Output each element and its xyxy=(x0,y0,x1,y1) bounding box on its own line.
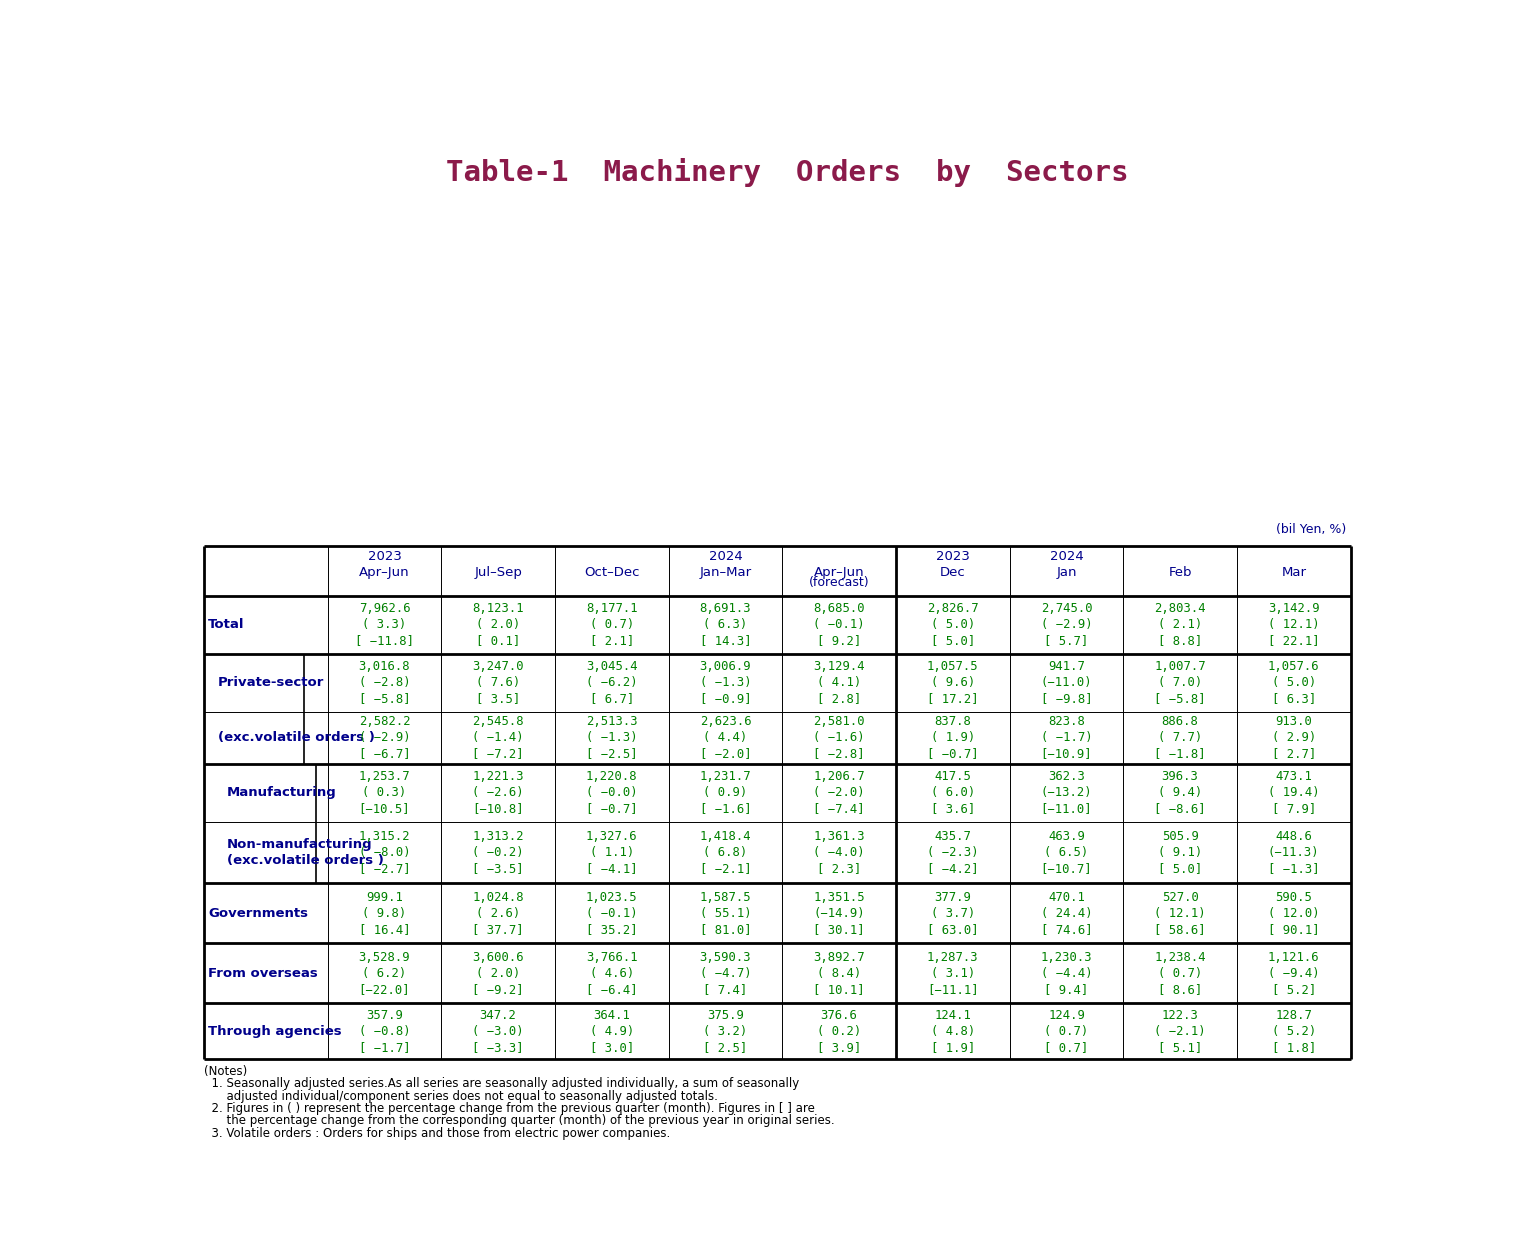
Text: Dec: Dec xyxy=(940,566,966,579)
Text: 470.1
( 24.4)
[ 74.6]: 470.1 ( 24.4) [ 74.6] xyxy=(1041,890,1092,936)
Text: 377.9
( 3.7)
[ 63.0]: 377.9 ( 3.7) [ 63.0] xyxy=(928,890,978,936)
Text: 7,962.6
( 3.3)
[ −11.8]: 7,962.6 ( 3.3) [ −11.8] xyxy=(355,603,415,647)
Text: 396.3
( 9.4)
[ −8.6]: 396.3 ( 9.4) [ −8.6] xyxy=(1155,771,1206,815)
Text: From overseas: From overseas xyxy=(209,967,318,980)
Text: 1,315.2
( −8.0)
[ −2.7]: 1,315.2 ( −8.0) [ −2.7] xyxy=(358,830,410,875)
Text: Apr–Jun: Apr–Jun xyxy=(359,566,410,579)
Text: 2,582.2
( −2.9)
[ −6.7]: 2,582.2 ( −2.9) [ −6.7] xyxy=(358,715,410,761)
Text: 3,600.6
( 2.0)
[ −9.2]: 3,600.6 ( 2.0) [ −9.2] xyxy=(472,951,524,996)
Text: 1,206.7
( −2.0)
[ −7.4]: 1,206.7 ( −2.0) [ −7.4] xyxy=(814,771,865,815)
Text: 1,238.4
( 0.7)
[ 8.6]: 1,238.4 ( 0.7) [ 8.6] xyxy=(1155,951,1206,996)
Text: 1,587.5
( 55.1)
[ 81.0]: 1,587.5 ( 55.1) [ 81.0] xyxy=(699,890,751,936)
Text: 2,545.8
( −1.4)
[ −7.2]: 2,545.8 ( −1.4) [ −7.2] xyxy=(472,715,524,761)
Text: 2. Figures in ( ) represent the percentage change from the previous quarter (mon: 2. Figures in ( ) represent the percenta… xyxy=(204,1102,814,1114)
Text: Jan: Jan xyxy=(1057,566,1077,579)
Text: 435.7
( −2.3)
[ −4.2]: 435.7 ( −2.3) [ −4.2] xyxy=(928,830,978,875)
Text: Oct–Dec: Oct–Dec xyxy=(584,566,639,579)
Text: 3,016.8
( −2.8)
[ −5.8]: 3,016.8 ( −2.8) [ −5.8] xyxy=(358,660,410,705)
Text: 2,623.6
( 4.4)
[ −2.0]: 2,623.6 ( 4.4) [ −2.0] xyxy=(699,715,751,761)
Text: 2023: 2023 xyxy=(367,550,401,563)
Text: 1,231.7
( 0.9)
[ −1.6]: 1,231.7 ( 0.9) [ −1.6] xyxy=(699,771,751,815)
Text: Governments: Governments xyxy=(209,906,309,920)
Text: 124.9
( 0.7)
[ 0.7]: 124.9 ( 0.7) [ 0.7] xyxy=(1044,1008,1089,1053)
Text: (forecast): (forecast) xyxy=(809,576,869,589)
Text: 1,287.3
( 3.1)
[−11.1]: 1,287.3 ( 3.1) [−11.1] xyxy=(928,951,978,996)
Text: 1,313.2
( −0.2)
[ −3.5]: 1,313.2 ( −0.2) [ −3.5] xyxy=(472,830,524,875)
Text: 590.5
( 12.0)
[ 90.1]: 590.5 ( 12.0) [ 90.1] xyxy=(1269,890,1319,936)
Text: 1,057.5
( 9.6)
[ 17.2]: 1,057.5 ( 9.6) [ 17.2] xyxy=(928,660,978,705)
Text: 375.9
( 3.2)
[ 2.5]: 375.9 ( 3.2) [ 2.5] xyxy=(703,1008,748,1053)
Text: 913.0
( 2.9)
[ 2.7]: 913.0 ( 2.9) [ 2.7] xyxy=(1272,715,1316,761)
Text: 364.1
( 4.9)
[ 3.0]: 364.1 ( 4.9) [ 3.0] xyxy=(590,1008,634,1053)
Text: Private-sector: Private-sector xyxy=(218,676,324,690)
Text: Table-1  Machinery  Orders  by  Sectors: Table-1 Machinery Orders by Sectors xyxy=(445,158,1129,187)
Text: 448.6
(−11.3)
[ −1.3]: 448.6 (−11.3) [ −1.3] xyxy=(1269,830,1319,875)
Text: 3,142.9
( 12.1)
[ 22.1]: 3,142.9 ( 12.1) [ 22.1] xyxy=(1269,603,1319,647)
Text: 3. Volatile orders : Orders for ships and those from electric power companies.: 3. Volatile orders : Orders for ships an… xyxy=(204,1127,670,1139)
Text: Total: Total xyxy=(209,619,244,631)
Text: 1,418.4
( 6.8)
[ −2.1]: 1,418.4 ( 6.8) [ −2.1] xyxy=(699,830,751,875)
Text: Apr–Jun: Apr–Jun xyxy=(814,566,865,579)
Text: 2,581.0
( −1.6)
[ −2.8]: 2,581.0 ( −1.6) [ −2.8] xyxy=(814,715,865,761)
Text: 3,892.7
( 8.4)
[ 10.1]: 3,892.7 ( 8.4) [ 10.1] xyxy=(814,951,865,996)
Text: Non-manufacturing
(exc.volatile orders ): Non-manufacturing (exc.volatile orders ) xyxy=(227,838,384,867)
Text: 527.0
( 12.1)
[ 58.6]: 527.0 ( 12.1) [ 58.6] xyxy=(1155,890,1206,936)
Text: 1,327.6
( 1.1)
[ −4.1]: 1,327.6 ( 1.1) [ −4.1] xyxy=(585,830,637,875)
Text: 8,177.1
( 0.7)
[ 2.1]: 8,177.1 ( 0.7) [ 2.1] xyxy=(585,603,637,647)
Text: (bil Yen, %): (bil Yen, %) xyxy=(1276,523,1347,535)
Text: 376.6
( 0.2)
[ 3.9]: 376.6 ( 0.2) [ 3.9] xyxy=(817,1008,862,1053)
Text: 823.8
( −1.7)
[−10.9]: 823.8 ( −1.7) [−10.9] xyxy=(1041,715,1092,761)
Text: 417.5
( 6.0)
[ 3.6]: 417.5 ( 6.0) [ 3.6] xyxy=(931,771,975,815)
Text: 2,513.3
( −1.3)
[ −2.5]: 2,513.3 ( −1.3) [ −2.5] xyxy=(585,715,637,761)
Text: 347.2
( −3.0)
[ −3.3]: 347.2 ( −3.0) [ −3.3] xyxy=(472,1008,524,1053)
Text: 1,221.3
( −2.6)
[−10.8]: 1,221.3 ( −2.6) [−10.8] xyxy=(472,771,524,815)
Text: 886.8
( 7.7)
[ −1.8]: 886.8 ( 7.7) [ −1.8] xyxy=(1155,715,1206,761)
Text: Feb: Feb xyxy=(1169,566,1192,579)
Text: 128.7
( 5.2)
[ 1.8]: 128.7 ( 5.2) [ 1.8] xyxy=(1272,1008,1316,1053)
Text: 124.1
( 4.8)
[ 1.9]: 124.1 ( 4.8) [ 1.9] xyxy=(931,1008,975,1053)
Text: 1,253.7
( 0.3)
[−10.5]: 1,253.7 ( 0.3) [−10.5] xyxy=(358,771,410,815)
Text: 362.3
(−13.2)
[−11.0]: 362.3 (−13.2) [−11.0] xyxy=(1041,771,1092,815)
Text: 1,057.6
( 5.0)
[ 6.3]: 1,057.6 ( 5.0) [ 6.3] xyxy=(1269,660,1319,705)
Text: 3,590.3
( −4.7)
[ 7.4]: 3,590.3 ( −4.7) [ 7.4] xyxy=(699,951,751,996)
Text: adjusted individual/component series does not equal to seasonally adjusted total: adjusted individual/component series doe… xyxy=(204,1089,717,1103)
Text: 941.7
(−11.0)
[ −9.8]: 941.7 (−11.0) [ −9.8] xyxy=(1041,660,1092,705)
Text: the percentage change from the corresponding quarter (month) of the previous yea: the percentage change from the correspon… xyxy=(204,1114,834,1127)
Text: 463.9
( 6.5)
[−10.7]: 463.9 ( 6.5) [−10.7] xyxy=(1041,830,1092,875)
Text: 3,528.9
( 6.2)
[−22.0]: 3,528.9 ( 6.2) [−22.0] xyxy=(358,951,410,996)
Text: 357.9
( −0.8)
[ −1.7]: 357.9 ( −0.8) [ −1.7] xyxy=(358,1008,410,1053)
Text: 1,220.8
( −0.0)
[ −0.7]: 1,220.8 ( −0.0) [ −0.7] xyxy=(585,771,637,815)
Text: 3,129.4
( 4.1)
[ 2.8]: 3,129.4 ( 4.1) [ 2.8] xyxy=(814,660,865,705)
Text: Jan–Mar: Jan–Mar xyxy=(699,566,751,579)
Text: 3,006.9
( −1.3)
[ −0.9]: 3,006.9 ( −1.3) [ −0.9] xyxy=(699,660,751,705)
Text: 1,351.5
(−14.9)
[ 30.1]: 1,351.5 (−14.9) [ 30.1] xyxy=(814,890,865,936)
Text: 2024: 2024 xyxy=(1049,550,1083,563)
Text: Jul–Sep: Jul–Sep xyxy=(475,566,522,579)
Text: 2,745.0
( −2.9)
[ 5.7]: 2,745.0 ( −2.9) [ 5.7] xyxy=(1041,603,1092,647)
Text: 2,803.4
( 2.1)
[ 8.8]: 2,803.4 ( 2.1) [ 8.8] xyxy=(1155,603,1206,647)
Text: 999.1
( 9.8)
[ 16.4]: 999.1 ( 9.8) [ 16.4] xyxy=(358,890,410,936)
Text: 8,123.1
( 2.0)
[ 0.1]: 8,123.1 ( 2.0) [ 0.1] xyxy=(472,603,524,647)
Text: 2024: 2024 xyxy=(708,550,742,563)
Text: 2,826.7
( 5.0)
[ 5.0]: 2,826.7 ( 5.0) [ 5.0] xyxy=(928,603,978,647)
Text: 837.8
( 1.9)
[ −0.7]: 837.8 ( 1.9) [ −0.7] xyxy=(928,715,978,761)
Text: 2023: 2023 xyxy=(935,550,969,563)
Text: 8,691.3
( 6.3)
[ 14.3]: 8,691.3 ( 6.3) [ 14.3] xyxy=(699,603,751,647)
Text: Through agencies: Through agencies xyxy=(209,1025,343,1037)
Text: 1,007.7
( 7.0)
[ −5.8]: 1,007.7 ( 7.0) [ −5.8] xyxy=(1155,660,1206,705)
Text: 1,023.5
( −0.1)
[ 35.2]: 1,023.5 ( −0.1) [ 35.2] xyxy=(585,890,637,936)
Text: 8,685.0
( −0.1)
[ 9.2]: 8,685.0 ( −0.1) [ 9.2] xyxy=(814,603,865,647)
Text: 1. Seasonally adjusted series.As all series are seasonally adjusted individually: 1. Seasonally adjusted series.As all ser… xyxy=(204,1077,799,1091)
Text: (exc.volatile orders ): (exc.volatile orders ) xyxy=(218,731,375,745)
Text: Mar: Mar xyxy=(1281,566,1306,579)
Text: 1,024.8
( 2.6)
[ 37.7]: 1,024.8 ( 2.6) [ 37.7] xyxy=(472,890,524,936)
Text: 1,121.6
( −9.4)
[ 5.2]: 1,121.6 ( −9.4) [ 5.2] xyxy=(1269,951,1319,996)
Text: 3,247.0
( 7.6)
[ 3.5]: 3,247.0 ( 7.6) [ 3.5] xyxy=(472,660,524,705)
Text: 1,230.3
( −4.4)
[ 9.4]: 1,230.3 ( −4.4) [ 9.4] xyxy=(1041,951,1092,996)
Text: 3,766.1
( 4.6)
[ −6.4]: 3,766.1 ( 4.6) [ −6.4] xyxy=(585,951,637,996)
Text: 122.3
( −2.1)
[ 5.1]: 122.3 ( −2.1) [ 5.1] xyxy=(1155,1008,1206,1053)
Text: Manufacturing: Manufacturing xyxy=(227,787,336,799)
Text: 505.9
( 9.1)
[ 5.0]: 505.9 ( 9.1) [ 5.0] xyxy=(1158,830,1203,875)
Text: 3,045.4
( −6.2)
[ 6.7]: 3,045.4 ( −6.2) [ 6.7] xyxy=(585,660,637,705)
Text: (Notes): (Notes) xyxy=(204,1064,247,1078)
